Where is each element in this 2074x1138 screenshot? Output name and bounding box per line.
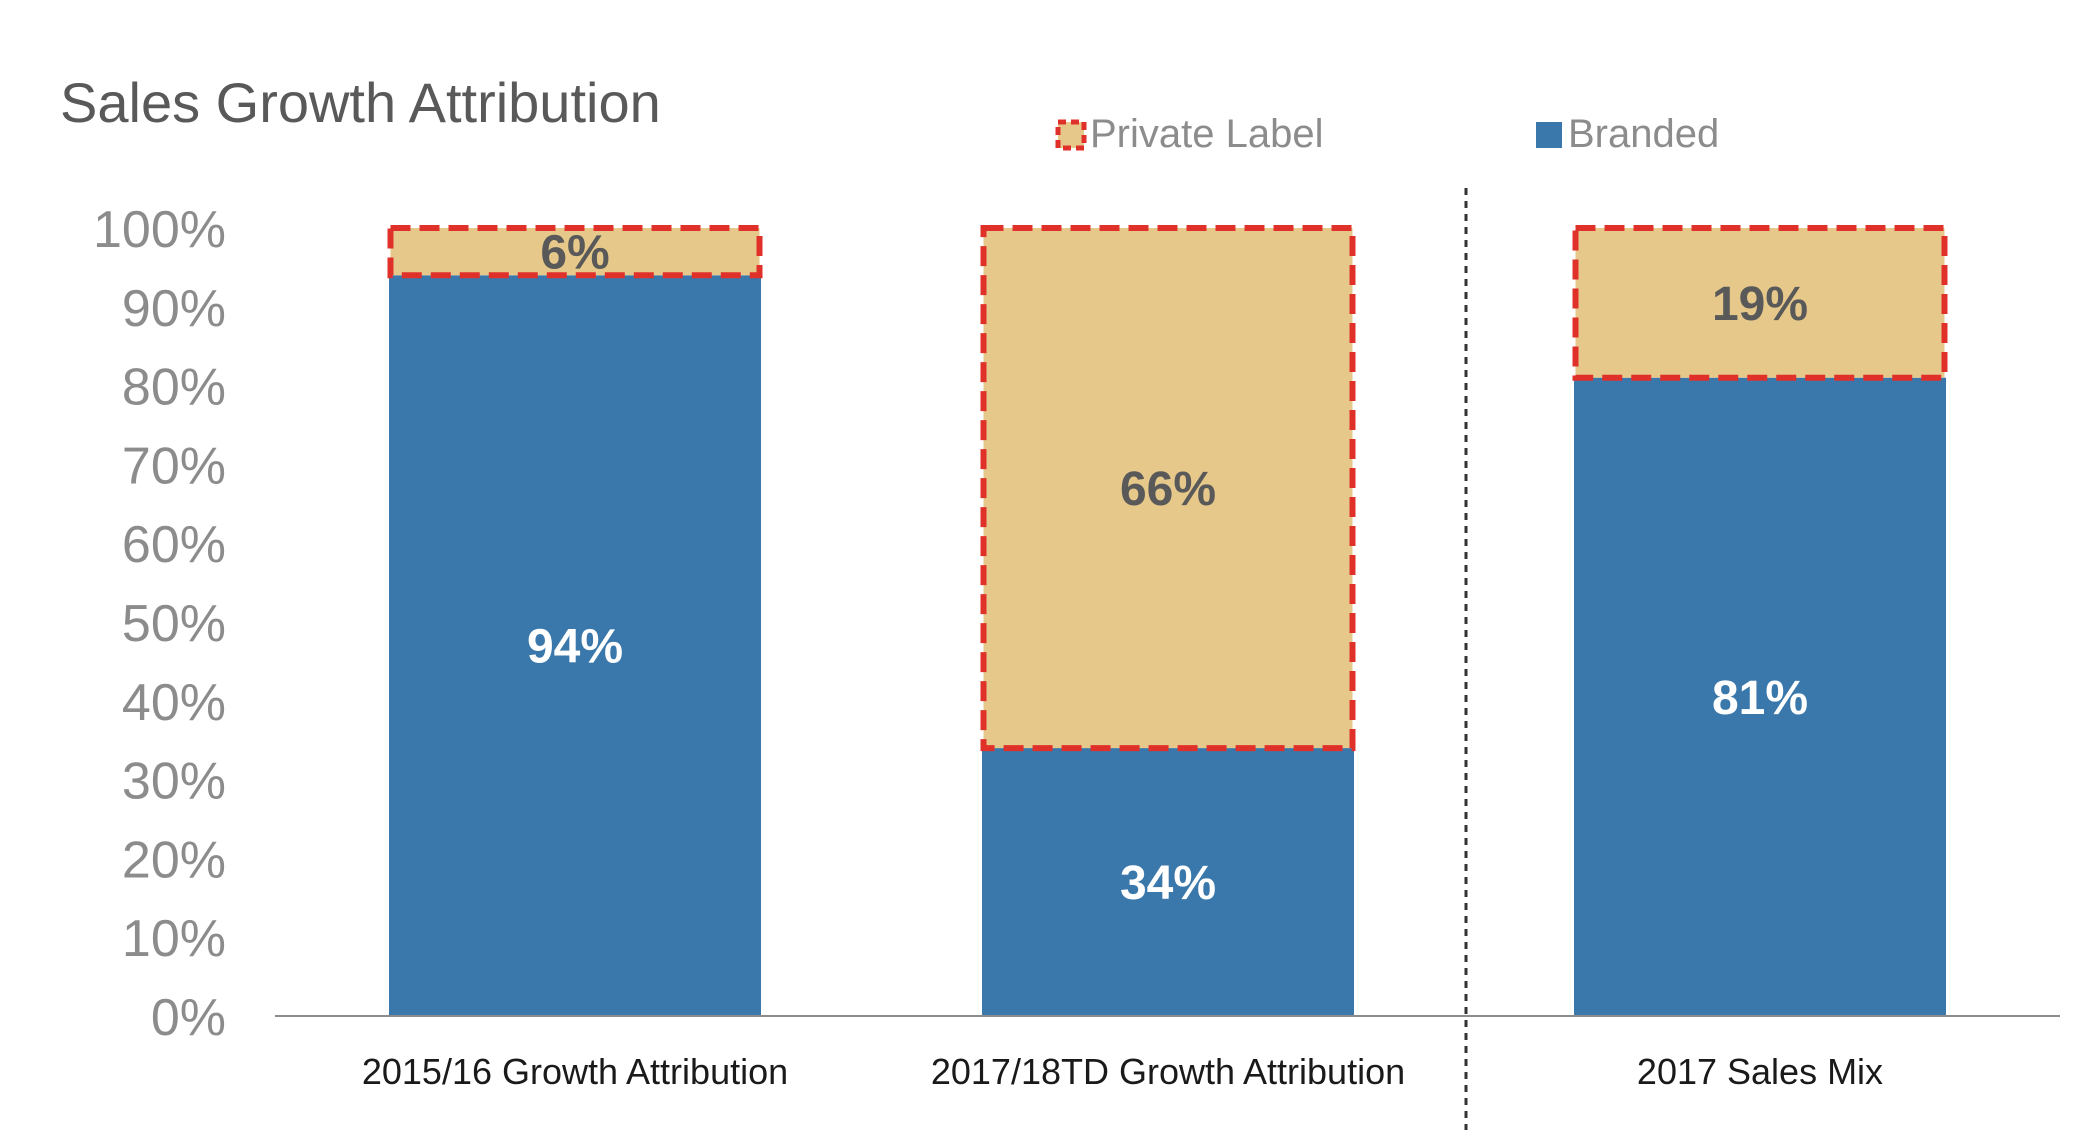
legend-swatch-branded — [1536, 122, 1562, 148]
legend: Private Label Branded — [1055, 112, 1719, 156]
bar-segment-branded — [1574, 377, 1946, 1017]
data-label-private-label: 66% — [1120, 463, 1216, 516]
x-tick-label: 2015/16 Growth Attribution — [362, 1051, 788, 1092]
y-tick-label: 100% — [93, 201, 226, 259]
chart-title: Sales Growth Attribution — [60, 71, 661, 134]
data-label-branded: 81% — [1712, 672, 1808, 725]
y-tick-label: 60% — [122, 516, 226, 574]
y-tick-label: 50% — [122, 595, 226, 653]
y-tick-label: 90% — [122, 280, 226, 338]
data-label-private-label: 6% — [540, 227, 609, 280]
y-tick-label: 0% — [151, 989, 226, 1047]
y-tick-label: 10% — [122, 910, 226, 968]
bar-segment-private-label — [1572, 225, 1948, 381]
bar-segment-branded — [389, 275, 761, 1016]
y-tick-label: 30% — [122, 753, 226, 811]
x-tick-label: 2017 Sales Mix — [1637, 1051, 1883, 1092]
data-label-private-label: 19% — [1712, 278, 1808, 331]
y-tick-label: 70% — [122, 437, 226, 495]
legend-swatch-private-label — [1055, 119, 1087, 151]
bar-segment-private-label — [387, 225, 763, 279]
y-tick-label: 80% — [122, 359, 226, 417]
data-label-branded: 94% — [527, 621, 623, 674]
y-tick-label: 40% — [122, 674, 226, 732]
legend-label-branded: Branded — [1568, 112, 1719, 156]
y-tick-label: 20% — [122, 831, 226, 889]
x-axis-labels: 2015/16 Growth Attribution 2017/18TD Grow… — [362, 1051, 1883, 1092]
x-tick-label: 2017/18TD Growth Attribution — [931, 1051, 1405, 1092]
legend-item-branded: Branded — [1536, 112, 1719, 156]
legend-item-private-label: Private Label — [1055, 112, 1323, 156]
legend-label-private-label: Private Label — [1090, 112, 1323, 156]
bars: 94% 6% 34% 66% 81% 19% — [387, 225, 1948, 1017]
bar-segment-private-label — [980, 225, 1356, 752]
data-label-branded: 34% — [1120, 857, 1216, 910]
bar-segment-branded — [982, 748, 1354, 1016]
y-axis: 0% 10% 20% 30% 40% 50% 60% 70% 80% 90% 100% — [93, 201, 226, 1047]
